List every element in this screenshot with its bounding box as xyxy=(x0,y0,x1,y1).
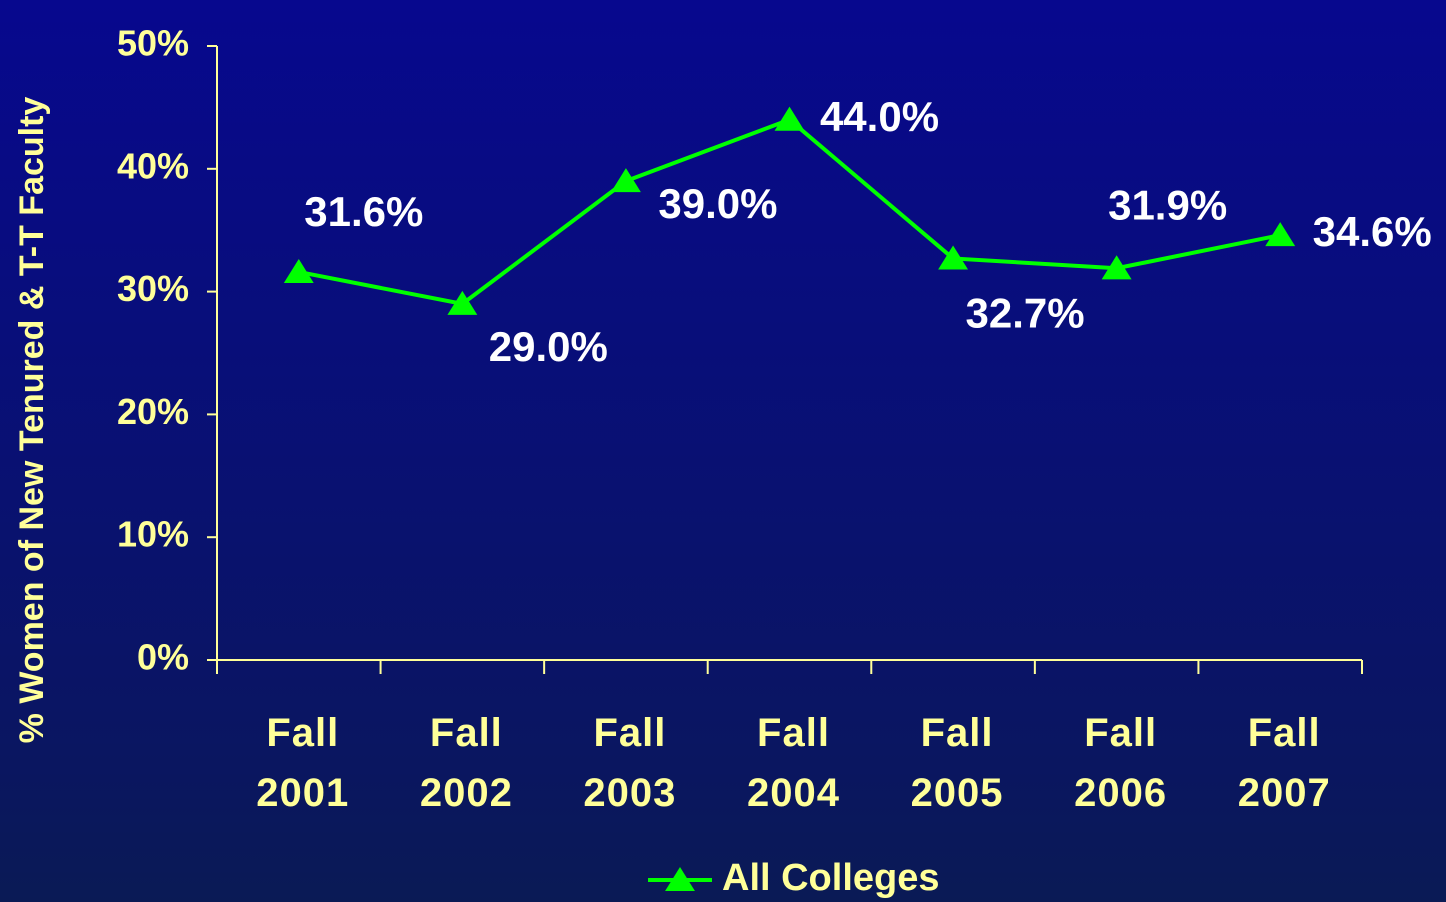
x-tick-label: Fall 2004 xyxy=(747,711,840,815)
point-marker xyxy=(1101,255,1132,280)
point-marker xyxy=(610,168,641,193)
data-label: 32.7% xyxy=(966,290,1085,337)
x-tick-label: Fall 2005 xyxy=(910,711,1004,815)
point-marker xyxy=(774,106,805,131)
legend-label: All Colleges xyxy=(722,857,940,899)
legend-marker xyxy=(665,867,695,892)
point-marker xyxy=(1265,222,1296,247)
y-tick-label: 0% xyxy=(137,637,189,678)
point-marker xyxy=(283,258,314,284)
data-label: 34.6% xyxy=(1313,208,1432,255)
data-label: 39.0% xyxy=(658,180,777,227)
y-tick-label: 10% xyxy=(117,514,189,555)
y-tick-label: 30% xyxy=(117,268,189,309)
point-marker xyxy=(447,290,478,315)
data-label: 29.0% xyxy=(489,323,608,370)
y-tick-label: 40% xyxy=(117,145,189,186)
x-tick-label: Fall 2003 xyxy=(583,711,677,815)
x-tick-label: Fall 2001 xyxy=(256,711,350,815)
y-tick-label: 50% xyxy=(117,23,189,64)
data-label: 31.9% xyxy=(1108,181,1227,228)
x-tick-label: Fall 2006 xyxy=(1074,711,1168,815)
y-axis-label: % Women of New Tenured & T-T Faculty xyxy=(13,97,51,744)
point-marker xyxy=(938,245,969,270)
x-tick-label: Fall 2007 xyxy=(1237,711,1331,815)
data-label: 44.0% xyxy=(820,93,939,140)
x-tick-label: Fall 2002 xyxy=(419,711,513,815)
data-label: 31.6% xyxy=(304,188,423,235)
y-tick-label: 20% xyxy=(117,391,189,432)
